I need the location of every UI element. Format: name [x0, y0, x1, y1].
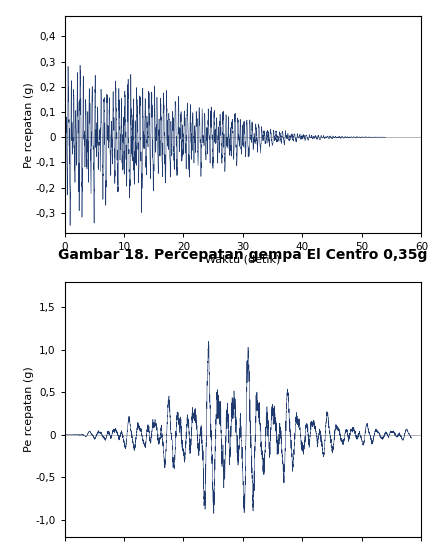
X-axis label: Waktu (detik): Waktu (detik) — [205, 255, 281, 265]
Y-axis label: Pe rcepatan (g): Pe rcepatan (g) — [24, 366, 34, 452]
Text: Gambar 18. Percepatan gempa El Centro 0,35g: Gambar 18. Percepatan gempa El Centro 0,… — [58, 248, 428, 262]
Y-axis label: Pe rcepatan (g): Pe rcepatan (g) — [24, 82, 34, 167]
